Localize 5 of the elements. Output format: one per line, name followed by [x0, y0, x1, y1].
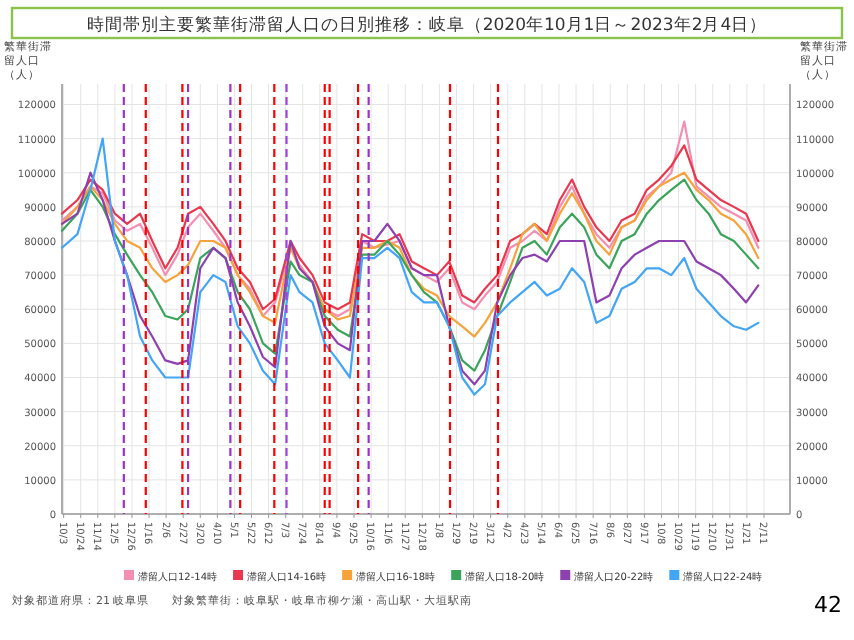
chart-title: 時間帯別主要繁華街滞留人口の日別推移：岐阜（2020年10月1日～2023年2月4日）	[86, 14, 768, 36]
line-series	[60, 144, 760, 311]
line-series	[60, 171, 760, 338]
line-series	[60, 137, 760, 396]
text: 42	[814, 592, 842, 618]
